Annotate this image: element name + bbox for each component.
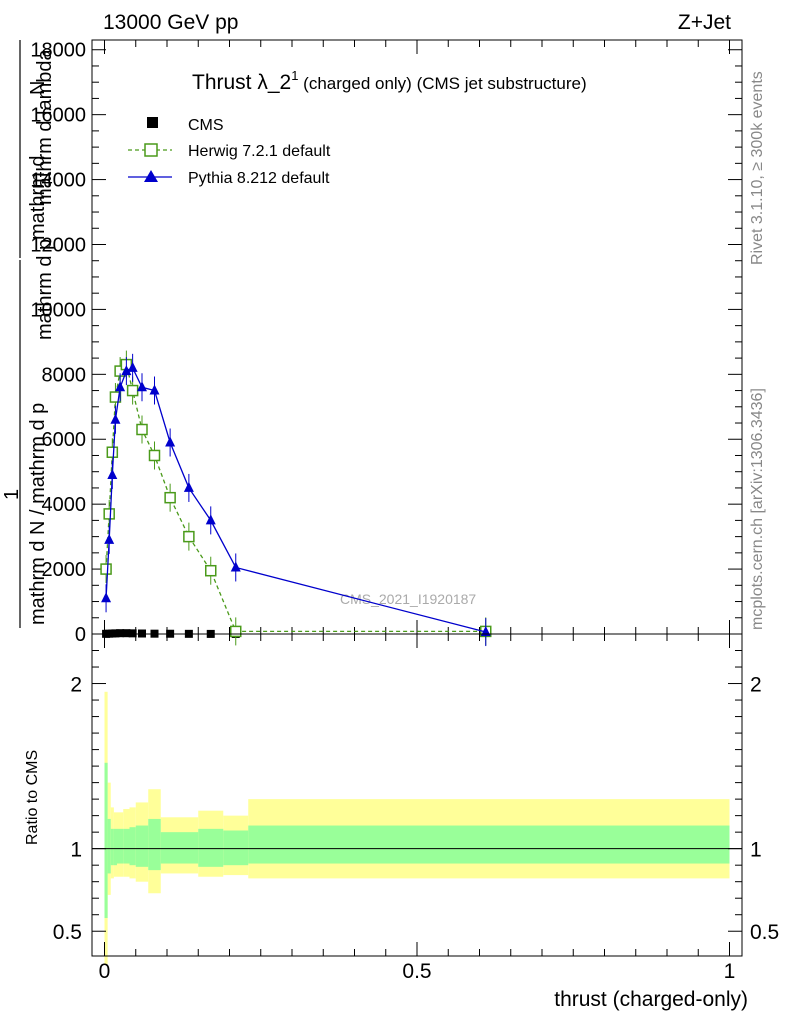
title-main: Thrust λ_2 bbox=[192, 71, 291, 94]
ratio-green-band bbox=[117, 828, 124, 864]
ylabel-denominator-tail: mathrm d lambda bbox=[34, 49, 56, 205]
ratio-x-axis: 0 0.5 1 bbox=[99, 634, 736, 983]
pythia-point bbox=[165, 436, 176, 447]
herwig-point bbox=[100, 563, 112, 575]
main-ytick-label: 2000 bbox=[42, 559, 87, 581]
ratio-ytick-label-right: 2 bbox=[750, 674, 762, 697]
ratio-ytick-label: 0.5 bbox=[53, 921, 82, 944]
herwig-point bbox=[126, 384, 139, 397]
legend-herwig-label: Herwig 7.2.1 default bbox=[188, 143, 331, 160]
energy-label: 13000 GeV pp bbox=[103, 11, 238, 34]
ratio-green-band bbox=[148, 818, 161, 871]
pythia-point bbox=[104, 533, 115, 544]
ratio-y-axis: 0.5 0.5 1 1 2 2 bbox=[53, 650, 779, 944]
pythia-point bbox=[183, 481, 194, 492]
analysis-watermark: CMS_2021_I1920187 bbox=[340, 591, 476, 607]
pythia-point bbox=[115, 381, 126, 392]
pythia-point bbox=[205, 514, 216, 525]
pythia-point bbox=[121, 365, 132, 376]
pythia-point bbox=[127, 361, 138, 372]
herwig-point bbox=[103, 508, 115, 520]
title-rest: (charged only) (CMS jet substructure) bbox=[298, 74, 586, 93]
ratio-xtick-label: 1 bbox=[724, 960, 736, 983]
main-ylabel: mathrm d N mathrm d p mathrm d lambda 1 … bbox=[1, 40, 56, 628]
ylabel-denominator: mathrm d p bbox=[34, 239, 56, 340]
pythia-point bbox=[110, 413, 121, 424]
ylabel-numerator-1: mathrm d bbox=[27, 156, 49, 240]
pythia-point bbox=[230, 561, 241, 572]
herwig-point bbox=[164, 491, 176, 504]
rivet-label: Rivet 3.1.10, ≥ 300k events bbox=[749, 71, 766, 265]
ratio-ytick-label-right: 0.5 bbox=[750, 921, 779, 944]
legend-cms-marker bbox=[147, 117, 158, 128]
ratio-ytick-label-right: 1 bbox=[750, 839, 762, 862]
main-ytick-label: 18000 bbox=[30, 40, 86, 62]
process-label: Z+Jet bbox=[678, 11, 731, 34]
pythia-point bbox=[137, 381, 147, 392]
cms-point bbox=[122, 629, 131, 638]
legend-cms-label: CMS bbox=[188, 117, 224, 134]
ratio-green-band bbox=[248, 825, 730, 864]
ylabel-numerator-2: N bbox=[27, 81, 49, 95]
main-ytick-label: 8000 bbox=[42, 364, 87, 386]
ratio-panel-frame bbox=[91, 633, 743, 957]
main-ytick-label: 14000 bbox=[30, 170, 86, 192]
herwig-point bbox=[230, 625, 242, 638]
mcplots-label: mcplots.cern.ch [arXiv:1306.3436] bbox=[749, 388, 766, 630]
ratio-ytick-label: 1 bbox=[70, 839, 82, 862]
series-line-1 bbox=[105, 363, 486, 633]
main-ytick-label: 10000 bbox=[30, 299, 86, 321]
main-y-axis: 0 2000 4000 6000 8000 10000 12000 14000 16000 180… bbox=[30, 40, 742, 646]
legend-herwig-marker bbox=[144, 143, 158, 157]
ylabel-prefix: 1 bbox=[1, 489, 23, 500]
legend-pythia-marker bbox=[144, 170, 158, 182]
main-ytick-label: 6000 bbox=[42, 429, 87, 451]
chart-title: Thrust λ_21 (charged only) (CMS jet subs… bbox=[192, 68, 587, 94]
ratio-ytick-label: 2 bbox=[70, 674, 82, 697]
ratio-green-band bbox=[198, 828, 224, 867]
ratio-green-band bbox=[160, 832, 180, 864]
pythia-point bbox=[101, 592, 112, 603]
ratio-bands bbox=[104, 691, 730, 965]
series-line-2 bbox=[105, 366, 486, 633]
herwig-point bbox=[106, 446, 119, 458]
pythia-point bbox=[107, 468, 118, 479]
ratio-green-band bbox=[123, 828, 130, 864]
ratio-green-band bbox=[113, 828, 117, 866]
main-ytick-label: 12000 bbox=[30, 234, 86, 256]
ratio-green-band bbox=[135, 825, 149, 867]
ylabel-bottom: mathrm d N / mathrm d p bbox=[27, 403, 49, 625]
main-ytick-label: 16000 bbox=[30, 105, 86, 127]
cms-point bbox=[128, 629, 137, 638]
title-superscript: 1 bbox=[291, 68, 298, 83]
ratio-green-band bbox=[179, 832, 199, 864]
cms-point bbox=[111, 629, 120, 638]
main-x-axis bbox=[104, 40, 730, 634]
ratio-green-band bbox=[104, 762, 108, 919]
ratio-xtick-label: 0.5 bbox=[402, 960, 431, 983]
ratio-green-band bbox=[129, 827, 136, 866]
cms-point bbox=[116, 629, 125, 638]
x-axis-label: thrust (charged-only) bbox=[554, 988, 748, 1011]
herwig-point bbox=[205, 564, 217, 577]
ratio-green-band bbox=[110, 828, 114, 866]
herwig-point bbox=[136, 423, 148, 436]
legend: CMS Herwig 7.2.1 default Pythia 8.212 de… bbox=[128, 117, 331, 187]
main-ytick-label: 4000 bbox=[42, 494, 87, 516]
pythia-point bbox=[149, 384, 160, 395]
ratio-green-band bbox=[223, 830, 249, 866]
ratio-xtick-label: 0 bbox=[99, 960, 111, 983]
main-ytick-label: 0 bbox=[75, 624, 86, 646]
ratio-green-band bbox=[107, 818, 111, 874]
ratio-ylabel: Ratio to CMS bbox=[24, 750, 41, 845]
herwig-point bbox=[148, 449, 161, 462]
herwig-point bbox=[183, 530, 195, 543]
legend-pythia-label: Pythia 8.212 default bbox=[188, 170, 330, 187]
